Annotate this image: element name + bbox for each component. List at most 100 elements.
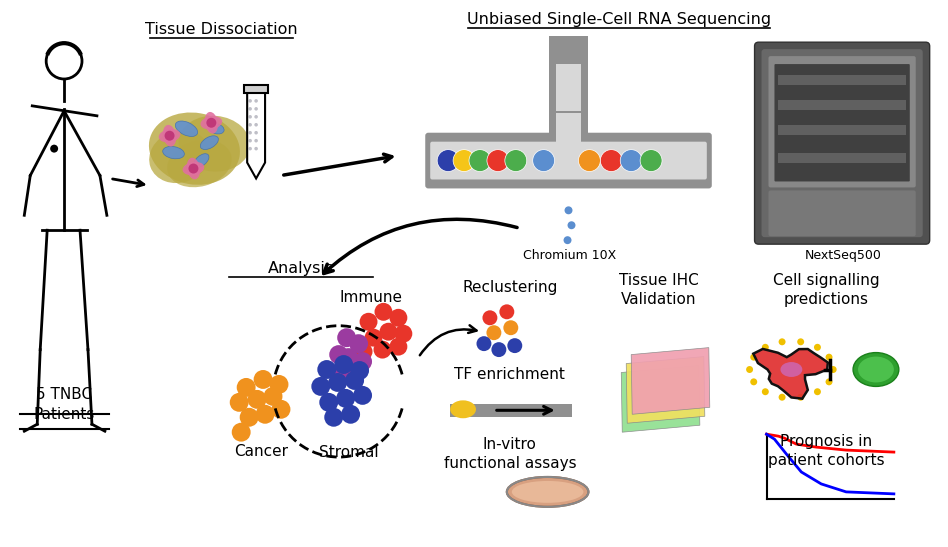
Circle shape [355, 342, 373, 360]
Bar [556, 64, 581, 111]
FancyBboxPatch shape [426, 133, 712, 188]
Circle shape [797, 394, 804, 401]
Circle shape [505, 150, 527, 172]
Circle shape [797, 339, 804, 345]
Ellipse shape [209, 124, 224, 134]
Circle shape [814, 344, 821, 351]
Polygon shape [247, 93, 265, 178]
Text: In-vitro
functional assays: In-vitro functional assays [444, 437, 576, 471]
Ellipse shape [149, 130, 210, 183]
Circle shape [640, 150, 662, 172]
FancyBboxPatch shape [761, 49, 922, 237]
Circle shape [600, 150, 622, 172]
Text: Chromium 10X: Chromium 10X [523, 248, 616, 261]
Circle shape [365, 329, 382, 347]
Circle shape [50, 144, 58, 153]
Ellipse shape [512, 481, 583, 503]
Circle shape [762, 344, 769, 351]
Circle shape [254, 107, 258, 110]
FancyBboxPatch shape [769, 56, 916, 188]
Text: Analysis: Analysis [268, 260, 334, 276]
Text: NextSeq500: NextSeq500 [805, 248, 882, 261]
Text: Immune: Immune [339, 290, 402, 305]
Circle shape [248, 107, 252, 110]
Circle shape [568, 222, 575, 229]
Circle shape [329, 345, 348, 364]
Circle shape [437, 150, 459, 172]
Circle shape [248, 99, 252, 103]
Circle shape [374, 341, 392, 359]
Text: Unbiased Single-Cell RNA Sequencing: Unbiased Single-Cell RNA Sequencing [467, 12, 772, 27]
Circle shape [487, 150, 509, 172]
Circle shape [254, 139, 258, 142]
Circle shape [324, 408, 343, 427]
Circle shape [353, 386, 372, 405]
Circle shape [248, 115, 252, 119]
Ellipse shape [163, 125, 176, 147]
Circle shape [248, 123, 252, 126]
Ellipse shape [167, 140, 231, 187]
Circle shape [353, 352, 372, 371]
Circle shape [379, 323, 397, 341]
Circle shape [248, 139, 252, 142]
Circle shape [345, 371, 364, 390]
Circle shape [229, 393, 248, 412]
Ellipse shape [507, 477, 589, 507]
Bar [549, 106, 589, 185]
Circle shape [563, 236, 572, 244]
FancyBboxPatch shape [430, 142, 707, 179]
Polygon shape [621, 365, 700, 432]
Circle shape [240, 408, 259, 427]
Ellipse shape [178, 116, 250, 172]
Circle shape [341, 405, 360, 424]
Text: Stromal: Stromal [319, 445, 378, 459]
Text: TF enrichment: TF enrichment [454, 367, 565, 382]
Circle shape [318, 360, 337, 379]
Ellipse shape [858, 357, 894, 382]
Bar [778, 125, 905, 135]
Ellipse shape [149, 113, 240, 185]
Circle shape [328, 373, 347, 392]
Circle shape [311, 377, 330, 396]
Circle shape [254, 115, 258, 119]
Polygon shape [627, 357, 704, 423]
Circle shape [231, 423, 250, 441]
Ellipse shape [158, 129, 180, 142]
Circle shape [750, 354, 757, 360]
Circle shape [254, 147, 258, 150]
Circle shape [390, 337, 408, 356]
Circle shape [350, 361, 369, 380]
Circle shape [578, 150, 600, 172]
Circle shape [237, 378, 256, 397]
Circle shape [469, 150, 491, 172]
Circle shape [254, 123, 258, 126]
Circle shape [453, 150, 475, 172]
Circle shape [483, 310, 498, 325]
Circle shape [254, 131, 258, 135]
Circle shape [390, 309, 408, 327]
Text: Tissue IHC
Validation: Tissue IHC Validation [619, 273, 699, 307]
Circle shape [344, 358, 363, 377]
Circle shape [486, 325, 501, 340]
Ellipse shape [205, 112, 218, 133]
Ellipse shape [163, 147, 184, 159]
Circle shape [374, 303, 392, 321]
Circle shape [319, 393, 338, 412]
Circle shape [269, 375, 288, 394]
Circle shape [254, 370, 272, 389]
Circle shape [394, 325, 412, 342]
Bar [556, 113, 581, 177]
Circle shape [247, 390, 266, 409]
Circle shape [503, 320, 519, 335]
Circle shape [507, 338, 522, 353]
Circle shape [248, 131, 252, 135]
Circle shape [533, 150, 555, 172]
Circle shape [500, 304, 515, 319]
Circle shape [620, 150, 642, 172]
Circle shape [189, 164, 198, 173]
Polygon shape [245, 85, 268, 93]
Circle shape [331, 364, 350, 383]
Bar [778, 153, 905, 162]
Ellipse shape [853, 353, 899, 386]
Ellipse shape [187, 158, 200, 179]
